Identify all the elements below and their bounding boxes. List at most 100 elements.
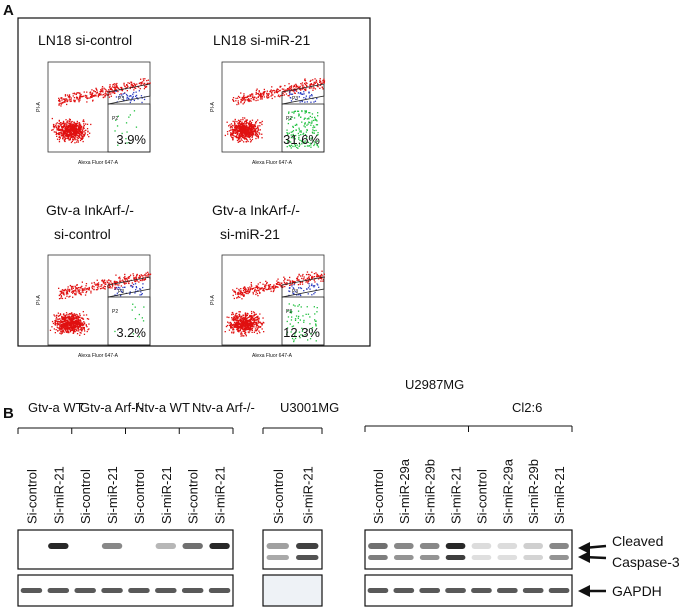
event-dot: [315, 119, 317, 121]
event-dot: [266, 93, 268, 95]
event-dot: [255, 285, 257, 287]
event-dot: [251, 128, 253, 130]
event-dot: [257, 289, 259, 291]
event-dot: [230, 125, 232, 128]
event-dot: [118, 277, 120, 279]
event-dot: [73, 136, 75, 139]
blot-frame: [364, 529, 573, 570]
event-dot: [124, 283, 126, 285]
event-dot: [80, 321, 82, 323]
event-dot: [284, 91, 286, 93]
event-dot: [287, 95, 289, 97]
event-dot: [257, 315, 259, 317]
event-dot: [231, 129, 233, 131]
event-dot: [64, 131, 66, 133]
event-dot: [274, 96, 276, 98]
event-dot: [148, 274, 150, 276]
event-dot: [102, 96, 104, 99]
event-dot: [257, 96, 259, 98]
event-dot: [82, 324, 84, 326]
event-dot: [75, 328, 77, 330]
event-dot: [296, 278, 299, 280]
event-dot: [268, 284, 270, 286]
event-dot: [134, 292, 136, 294]
event-dot: [308, 278, 310, 280]
event-dot: [258, 322, 260, 324]
event-dot: [72, 322, 75, 324]
event-dot: [95, 88, 98, 90]
event-dot: [136, 97, 138, 99]
event-dot: [317, 275, 319, 277]
event-dot: [55, 131, 57, 133]
event-dot: [286, 320, 288, 323]
event-dot: [257, 135, 259, 137]
event-dot: [303, 97, 305, 99]
event-dot: [133, 91, 135, 94]
event-dot: [316, 97, 318, 100]
event-dot: [89, 132, 91, 134]
event-dot: [273, 287, 275, 290]
event-dot: [297, 310, 300, 312]
event-dot: [60, 319, 62, 321]
event-dot: [132, 303, 134, 305]
event-dot: [314, 88, 317, 90]
event-dot: [252, 311, 255, 313]
event-dot: [69, 295, 71, 297]
band: [393, 588, 415, 593]
event-dot: [305, 88, 307, 90]
event-dot: [259, 321, 261, 323]
event-dot: [244, 117, 246, 119]
event-dot: [319, 78, 321, 80]
event-dot: [85, 314, 88, 316]
event-dot: [250, 100, 252, 102]
event-dot: [131, 85, 133, 87]
event-dot: [228, 125, 230, 127]
event-dot: [135, 277, 138, 279]
event-dot: [239, 120, 241, 122]
event-dot: [311, 95, 313, 97]
event-dot: [256, 131, 259, 133]
event-dot: [246, 323, 248, 325]
event-dot: [64, 314, 66, 317]
event-dot: [256, 323, 258, 325]
event-dot: [297, 147, 299, 149]
event-dot: [244, 325, 247, 327]
event-dot: [247, 325, 250, 328]
event-dot: [317, 284, 319, 286]
event-dot: [312, 127, 314, 129]
event-dot: [311, 131, 314, 133]
event-dot: [141, 279, 143, 282]
gate-percent: 3.9%: [116, 132, 146, 147]
event-dot: [242, 328, 244, 330]
event-dot: [234, 125, 236, 127]
event-dot: [64, 123, 67, 125]
event-dot: [64, 100, 66, 102]
event-dot: [69, 128, 71, 130]
event-dot: [300, 131, 302, 133]
event-dot: [302, 273, 304, 276]
event-dot: [239, 135, 242, 137]
event-dot: [66, 127, 68, 129]
blot-frame: [17, 529, 234, 570]
event-dot: [279, 85, 281, 88]
event-dot: [69, 133, 71, 136]
event-dot: [77, 317, 79, 319]
event-dot: [235, 129, 237, 131]
event-dot: [147, 273, 150, 275]
event-dot: [54, 320, 56, 322]
event-dot: [132, 275, 135, 277]
event-dot: [258, 90, 260, 92]
event-dot: [254, 328, 257, 330]
event-dot: [237, 100, 239, 102]
event-dot: [261, 95, 263, 97]
event-dot: [259, 287, 261, 290]
event-dot: [228, 130, 231, 132]
event-dot: [116, 125, 119, 127]
event-dot: [68, 318, 70, 320]
event-dot: [242, 103, 244, 105]
group-label: Ntv-a Arf-/-: [192, 400, 255, 415]
event-dot: [297, 132, 299, 135]
event-dot: [104, 94, 107, 96]
event-dot: [90, 95, 92, 98]
event-dot: [298, 134, 300, 137]
